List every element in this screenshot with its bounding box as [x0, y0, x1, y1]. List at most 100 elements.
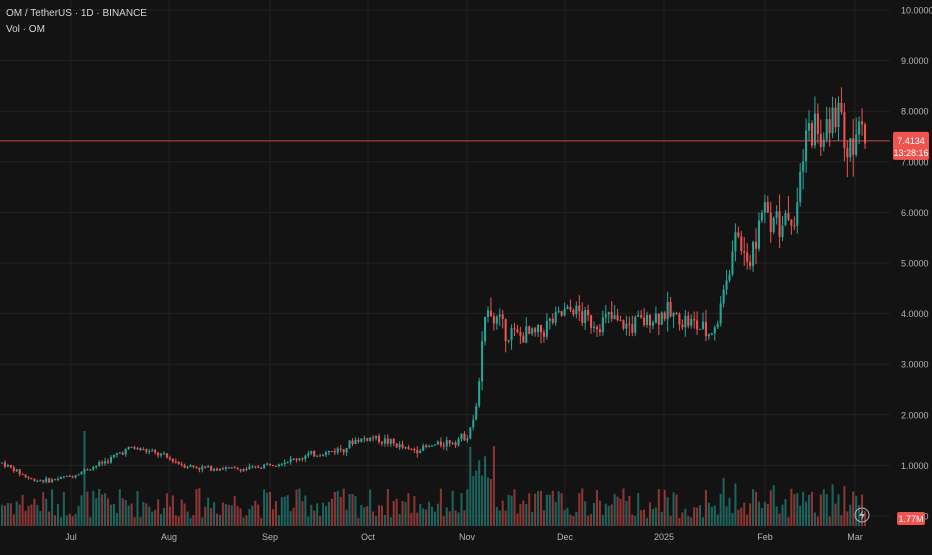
volume-bar — [699, 505, 702, 526]
candle-body — [704, 321, 707, 337]
volume-bar — [448, 511, 451, 526]
volume-bar — [171, 495, 174, 526]
candle-body — [192, 465, 195, 467]
volume-bar — [59, 517, 62, 526]
volume-bar — [360, 505, 363, 526]
candle-body — [643, 317, 646, 325]
volume-bar — [198, 488, 201, 526]
volume-bar — [21, 494, 24, 526]
volume-bar — [840, 515, 843, 526]
candle-body — [298, 458, 301, 460]
candle-body — [345, 448, 348, 453]
volume-bar — [604, 503, 607, 526]
candle-body — [610, 311, 613, 319]
volume-bar — [619, 498, 622, 526]
axis-tags: 7.4134 13:28:16 1.77M — [854, 131, 929, 525]
candle-body — [157, 452, 160, 456]
volume-bar — [822, 489, 825, 526]
candle-body — [855, 134, 858, 155]
candle-body — [678, 313, 681, 325]
candle-body — [92, 466, 95, 470]
candle-body — [799, 171, 802, 203]
candle-body — [245, 468, 248, 470]
candle-body — [171, 458, 174, 462]
price-axis[interactable]: 10.0000 9.0000 8.0000 7.0000 6.0000 5.0000 4.0… — [901, 6, 932, 522]
volume-bar — [313, 510, 316, 526]
volume-bar — [319, 515, 322, 526]
volume-bar — [430, 506, 434, 526]
candle-body — [428, 445, 431, 448]
volume-bar — [310, 504, 313, 526]
candle-body — [445, 440, 448, 447]
candle-body — [572, 309, 575, 315]
candle-body — [89, 469, 92, 471]
volume-bar — [56, 503, 59, 526]
candle-body — [142, 449, 145, 451]
volume-bar — [274, 501, 277, 526]
volume-indicator-label[interactable]: Vol · OM — [6, 24, 45, 35]
candle-body — [439, 441, 442, 446]
volume-bar — [9, 503, 12, 526]
candle-body — [858, 121, 861, 135]
symbol-title[interactable]: OM / TetherUS · 1D · BINANCE — [6, 8, 147, 19]
candle-body — [12, 467, 15, 472]
volume-bar — [289, 511, 292, 526]
candle-body — [863, 124, 867, 144]
volume-bar — [507, 494, 510, 526]
candle-body — [448, 440, 451, 444]
y-tick-label: 7.0000 — [901, 157, 929, 167]
candle-body — [248, 466, 251, 470]
volume-bar — [136, 490, 139, 526]
volume-bar — [778, 513, 781, 526]
candle-body — [177, 461, 180, 464]
candle-body — [772, 217, 775, 233]
volume-bar — [124, 500, 127, 526]
volume-bar — [413, 495, 416, 526]
candle-body — [737, 232, 740, 237]
candle-body — [728, 274, 731, 281]
volume-bar — [522, 500, 525, 526]
volume-bar — [36, 504, 39, 526]
volume-bar — [495, 506, 498, 526]
volume-bar — [401, 501, 404, 526]
time-axis[interactable]: Jul Aug Sep Oct Nov Dec 2025 Feb Mar — [65, 532, 863, 542]
candle-body — [198, 467, 201, 470]
candle-body — [581, 311, 584, 324]
candle-body — [534, 328, 537, 333]
volume-bar — [640, 510, 643, 526]
candle-body — [634, 316, 637, 333]
candle-body — [495, 316, 498, 324]
volume-bar — [542, 510, 545, 526]
candle-body — [525, 326, 528, 343]
candle-body — [475, 405, 478, 420]
volume-bar — [251, 505, 254, 526]
candle-body — [749, 261, 752, 267]
volume-bar — [566, 507, 569, 526]
candle-body — [77, 474, 80, 476]
candle-body — [660, 312, 663, 325]
lightning-icon[interactable] — [854, 507, 870, 523]
volume-bar — [345, 509, 348, 526]
candle-body — [545, 320, 548, 337]
candle-body — [498, 314, 501, 317]
volume-bar — [590, 514, 593, 526]
candle-body — [587, 310, 590, 316]
volume-bar — [51, 489, 54, 526]
volume-bar — [215, 513, 219, 526]
candle-body — [180, 463, 183, 465]
volume-bar — [781, 504, 784, 526]
volume-bar — [631, 514, 634, 526]
volume-bar — [763, 501, 766, 526]
y-tick-label: 9.0000 — [901, 56, 929, 66]
candle-body — [0, 462, 4, 464]
candle-body — [392, 439, 395, 444]
volume-bar — [407, 493, 410, 526]
candle-body — [696, 320, 699, 330]
volume-bar — [808, 494, 811, 526]
volume-bar — [357, 517, 360, 526]
candle-body — [230, 467, 233, 469]
volume-bar — [849, 504, 852, 526]
volume-bar — [595, 490, 599, 526]
